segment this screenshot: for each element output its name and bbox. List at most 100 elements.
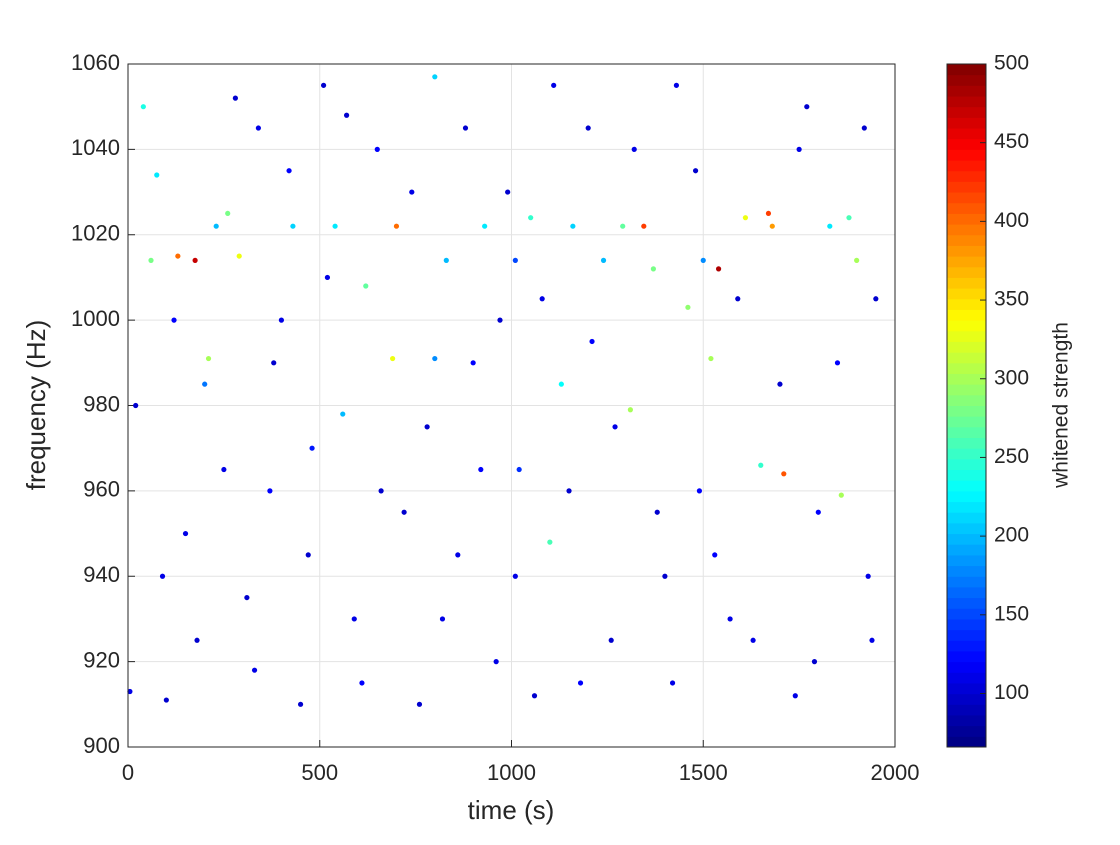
colorbar-swatch (947, 320, 986, 332)
point (696, 488, 703, 494)
colorbar-swatch (947, 672, 986, 684)
point (297, 701, 304, 707)
colorbar-box (946, 63, 987, 748)
point (727, 616, 733, 622)
point (439, 616, 446, 622)
point (374, 146, 380, 152)
point (531, 693, 538, 699)
point (455, 552, 461, 558)
point (650, 266, 656, 272)
colorbar-swatch (947, 618, 986, 631)
point (175, 253, 181, 259)
point (685, 304, 691, 310)
colorbar-swatch (947, 448, 986, 460)
point (409, 189, 415, 195)
point (278, 317, 284, 323)
colorbar-swatch (947, 661, 986, 673)
point (290, 223, 296, 229)
colorbar-tick-label: 200 (994, 524, 1029, 547)
point (566, 488, 572, 494)
point (286, 168, 292, 174)
point (393, 223, 400, 229)
y-tick-label: 960 (83, 477, 120, 502)
colorbar-swatch (947, 213, 986, 225)
point (309, 445, 315, 451)
point (715, 266, 722, 272)
colorbar-swatch (947, 714, 986, 727)
colorbar-swatch (947, 128, 986, 140)
colorbar-swatch (947, 458, 986, 471)
point (551, 82, 557, 88)
point (213, 223, 219, 229)
point (163, 697, 169, 703)
colorbar-swatch (947, 736, 986, 748)
colorbar-tick-label: 500 (994, 52, 1029, 75)
point (539, 296, 545, 302)
point (758, 462, 764, 468)
point (834, 360, 841, 366)
colorbar-swatch (947, 597, 986, 609)
point (359, 680, 365, 686)
colorbar-swatch (947, 629, 986, 641)
point (205, 355, 212, 362)
point (765, 210, 772, 217)
point (608, 637, 614, 643)
colorbar-swatch (947, 426, 986, 439)
point (140, 104, 146, 110)
point (251, 667, 258, 673)
point (512, 257, 518, 263)
point (796, 146, 802, 152)
point (470, 360, 476, 366)
point (505, 189, 511, 195)
colorbar-swatch (947, 64, 986, 76)
point (589, 338, 595, 345)
point (846, 215, 852, 221)
y-axis-label: frequency (Hz) (21, 320, 51, 491)
point (669, 680, 676, 686)
point (769, 223, 775, 229)
point (781, 471, 787, 477)
point (148, 257, 154, 263)
point (735, 296, 741, 302)
point (236, 253, 242, 259)
point (692, 168, 699, 174)
point (432, 355, 438, 362)
colorbar-swatch (947, 405, 986, 417)
point (171, 317, 177, 323)
point (351, 616, 357, 622)
point (654, 509, 660, 515)
colorbar-swatch (947, 704, 986, 716)
point (478, 466, 484, 473)
colorbar-swatch (947, 256, 986, 268)
colorbar-tick-label: 250 (994, 445, 1029, 468)
point (742, 215, 749, 221)
point (267, 488, 273, 494)
point (627, 407, 633, 413)
point (154, 172, 160, 178)
colorbar-swatch (947, 85, 986, 97)
point (815, 509, 821, 515)
point (343, 112, 350, 118)
y-tick-label: 1020 (71, 221, 120, 246)
point (127, 688, 133, 695)
point (641, 223, 647, 229)
colorbar-swatch (947, 149, 986, 161)
point (159, 573, 166, 579)
colorbar-swatch (947, 576, 986, 588)
colorbar-swatch (947, 373, 986, 385)
point (516, 466, 522, 473)
y-tick-label: 1040 (71, 135, 120, 160)
point (570, 223, 576, 229)
colorbar-swatch (947, 394, 986, 406)
colorbar-swatch (947, 682, 986, 695)
point (305, 552, 311, 558)
point (332, 223, 338, 229)
point (528, 215, 534, 221)
colorbar-swatch (947, 693, 986, 705)
colorbar-swatch (947, 480, 986, 492)
colorbar-swatch (947, 352, 986, 364)
point (244, 594, 250, 601)
colorbar-swatch (947, 309, 986, 321)
point (432, 74, 438, 80)
point (225, 210, 231, 217)
